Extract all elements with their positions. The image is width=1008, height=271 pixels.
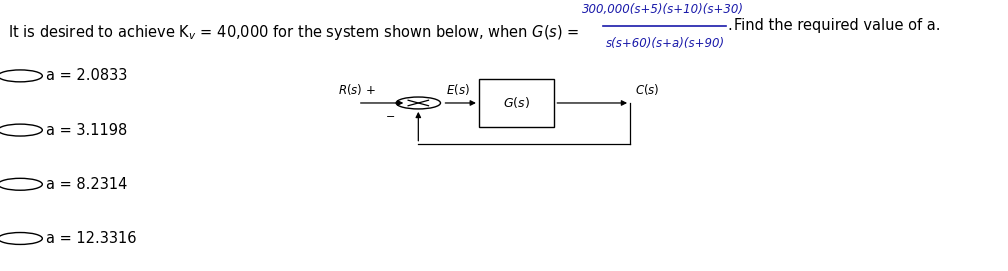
Text: a = 8.2314: a = 8.2314 — [46, 177, 128, 192]
Text: $G(s)$: $G(s)$ — [503, 95, 530, 111]
Text: Find the required value of a.: Find the required value of a. — [734, 18, 940, 33]
Text: It is desired to achieve K$_v$ = 40,000 for the system shown below, when $G(s)$ : It is desired to achieve K$_v$ = 40,000 … — [8, 23, 580, 42]
Text: .: . — [728, 18, 733, 33]
Text: a = 12.3316: a = 12.3316 — [46, 231, 137, 246]
Text: s(s+60)(s+a)(s+90): s(s+60)(s+a)(s+90) — [606, 37, 725, 50]
Text: $C(s)$: $C(s)$ — [635, 82, 659, 97]
Text: $E(s)$: $E(s)$ — [446, 82, 470, 97]
Text: −: − — [385, 112, 395, 122]
Bar — [479, 79, 554, 127]
Text: a = 2.0833: a = 2.0833 — [46, 68, 128, 83]
Text: 300,000(s+5)(s+10)(s+30): 300,000(s+5)(s+10)(s+30) — [583, 3, 744, 16]
Text: a = 3.1198: a = 3.1198 — [46, 122, 128, 138]
Text: $R(s)$ +: $R(s)$ + — [338, 82, 376, 97]
